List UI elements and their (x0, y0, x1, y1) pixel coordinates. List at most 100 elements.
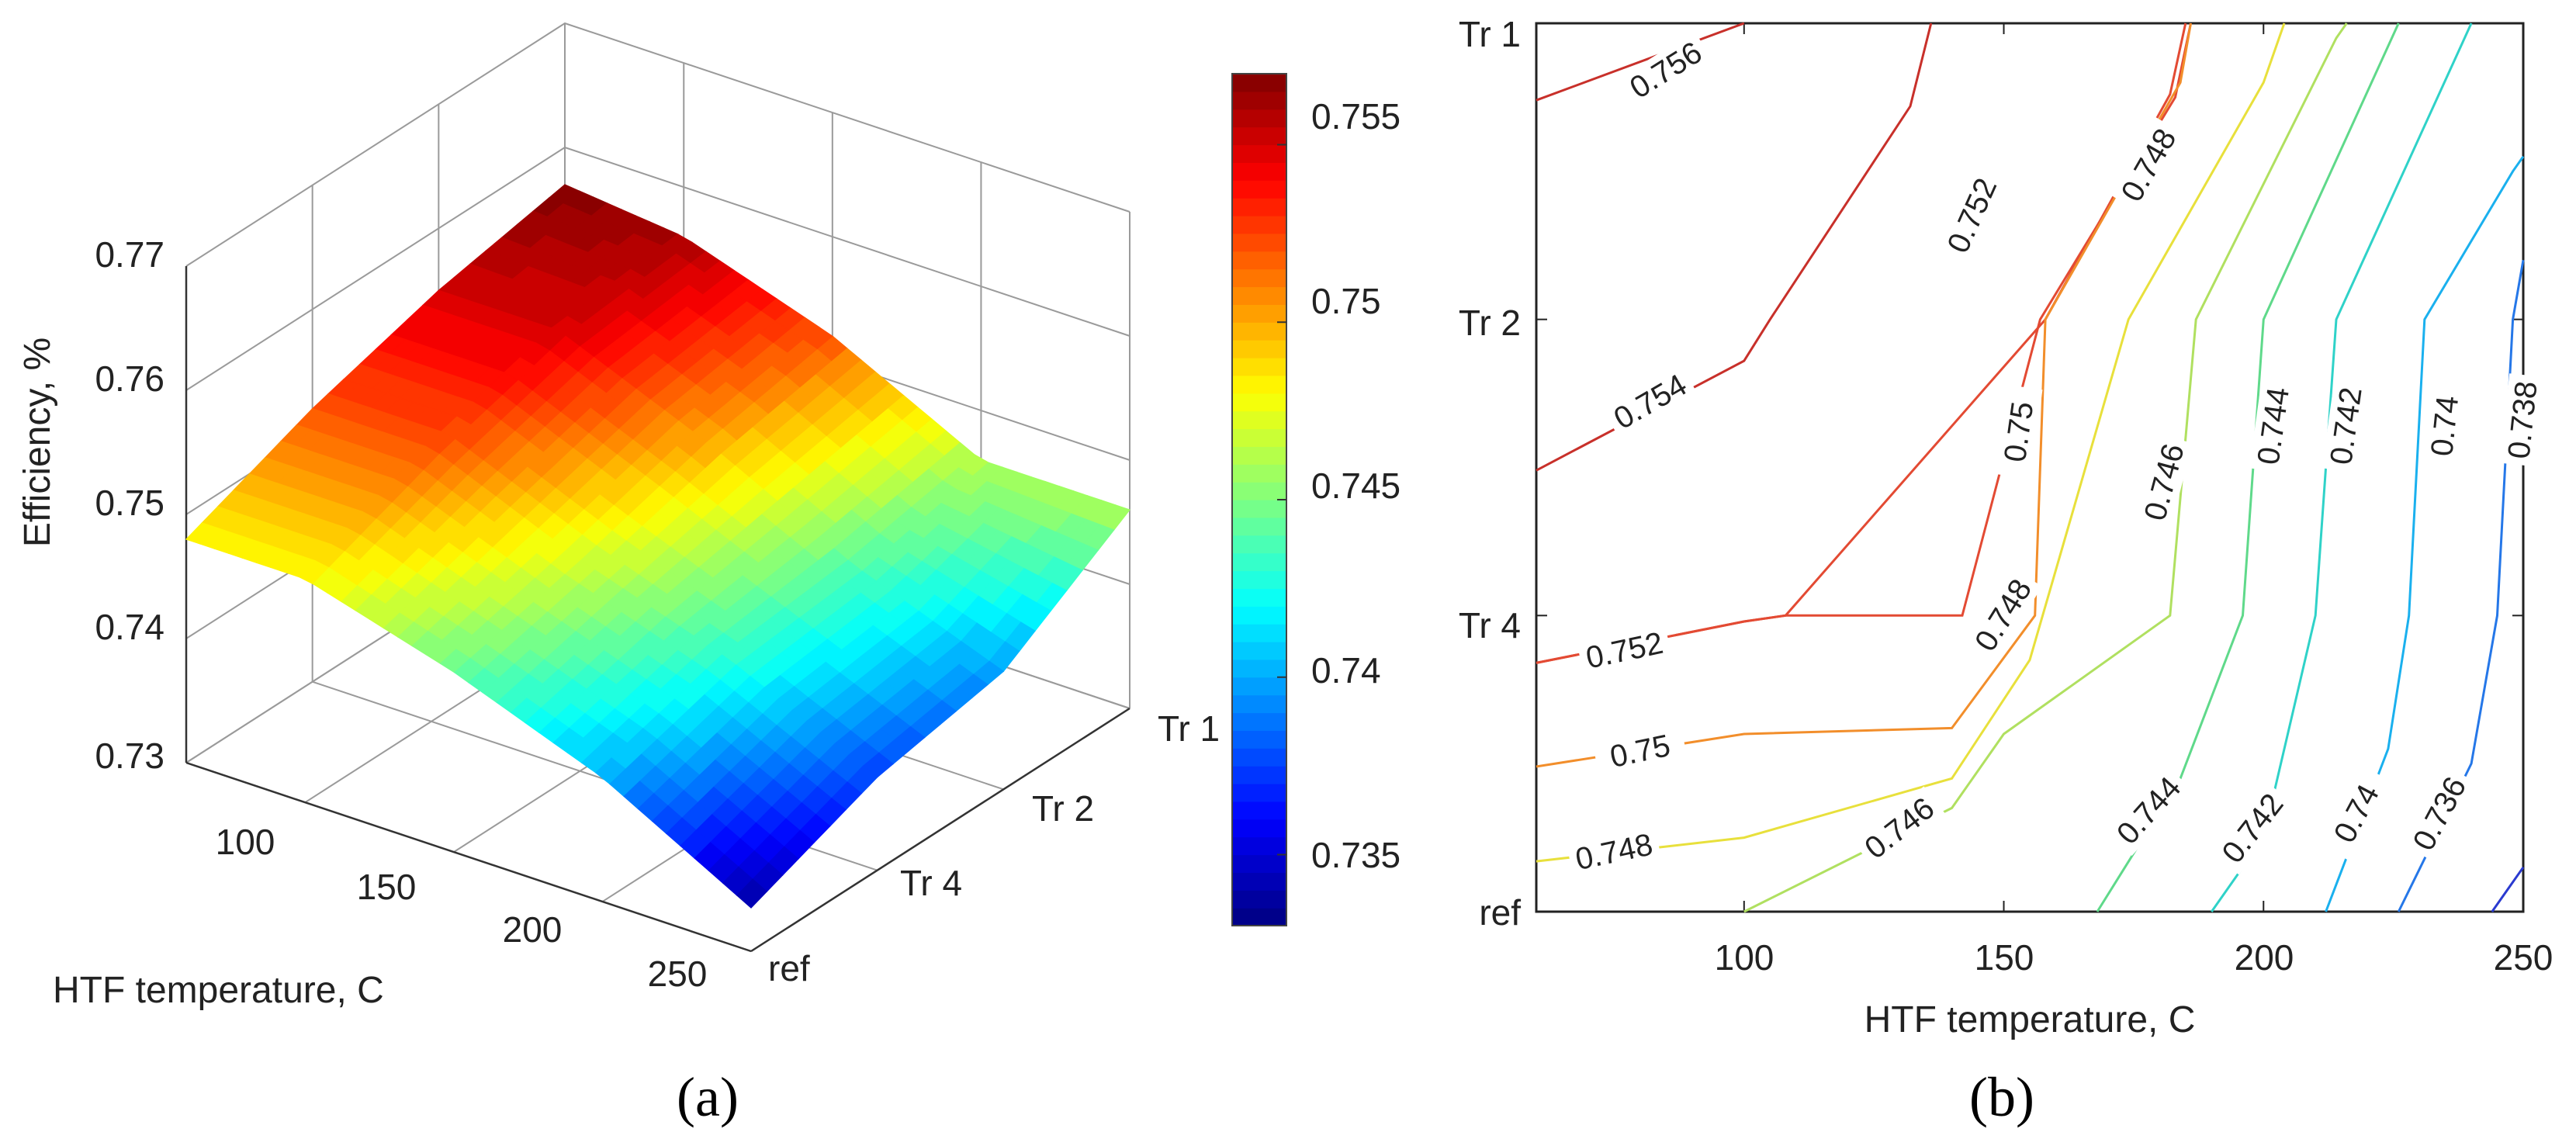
colorbar-tick-label: 0.755 (1311, 96, 1401, 137)
colorbar-tick-label: 0.74 (1311, 650, 1381, 691)
contour-label-bg (1964, 567, 2042, 663)
x-tick-label: 150 (1975, 937, 2034, 978)
colorbar-band (1232, 854, 1286, 873)
colorbar-band (1232, 162, 1286, 181)
colorbar-band (1232, 606, 1286, 625)
z-tick-label: 0.76 (95, 358, 164, 399)
colorbar-band (1232, 74, 1286, 92)
y-tick-label: Tr 2 (1459, 303, 1521, 343)
colorbar-band (1232, 144, 1286, 163)
z-tick-label: 0.74 (95, 607, 164, 647)
colorbar-band (1232, 819, 1286, 838)
x-tick-label: 250 (2494, 937, 2553, 978)
colorbar-band (1232, 588, 1286, 607)
contour-line-0.736 (2491, 866, 2525, 912)
contour-label: 0.752 (1577, 623, 1673, 677)
contour-line-0.746 (1743, 23, 2348, 913)
colorbar-band (1232, 552, 1286, 572)
contour-plot-panel: 0.7560.7540.7520.7520.750.750.7480.7480.… (1459, 14, 2553, 1128)
colorbar-band (1232, 393, 1286, 412)
colorbar-band (1232, 91, 1286, 110)
colorbar-band (1232, 730, 1286, 749)
contour-label-bg (1602, 363, 1698, 440)
contour-line-0.752 (1536, 23, 2187, 664)
surface-tick-labels: 0.73 0.74 0.75 0.76 0.77 100 150 200 250… (95, 234, 1220, 994)
colorbar-band (1232, 198, 1286, 216)
contour-label-bg (1592, 724, 1688, 778)
contour-label-text: 0.74 (2425, 394, 2465, 458)
colorbar-band (1232, 500, 1286, 518)
x-tick-label: 200 (503, 909, 563, 950)
colorbar-band (1232, 872, 1286, 891)
colorbar-band (1232, 694, 1286, 714)
colorbar-band (1232, 535, 1286, 554)
colorbar-tick-label: 0.735 (1311, 835, 1401, 875)
contour-label-text: 0.75 (1998, 400, 2040, 464)
colorbar-band (1232, 890, 1286, 909)
colorbar-bands (1231, 73, 1287, 926)
efficiency-surface (185, 184, 1130, 909)
x-axis-label: HTF temperature, C (53, 970, 384, 1011)
colorbar-band (1232, 801, 1286, 820)
colorbar-band (1232, 642, 1286, 660)
contour-label-bg (2319, 765, 2394, 862)
y-tick-label: Tr 4 (1459, 605, 1521, 646)
colorbar-band (1232, 748, 1286, 767)
y-tick-label: Tr 1 (1158, 708, 1220, 749)
y-tick-label: Tr 1 (1459, 14, 1521, 54)
colorbar-band (1232, 233, 1286, 252)
colorbar-band (1232, 570, 1286, 589)
colorbar-band (1232, 340, 1286, 358)
contour-label-text: 0.738 (2502, 379, 2543, 460)
contour-label-bg (2500, 373, 2545, 467)
x-tick-label: 100 (1715, 937, 1774, 978)
colorbar-band (1232, 908, 1286, 926)
colorbar-band (1232, 446, 1286, 465)
y-tick-label: ref (768, 948, 810, 988)
colorbar-band (1232, 375, 1286, 394)
colorbar-band (1232, 358, 1286, 376)
colorbar-band (1232, 677, 1286, 696)
colorbar-band (1232, 304, 1286, 323)
contour-label-bg (1937, 167, 2007, 265)
colorbar-band (1232, 268, 1286, 288)
x-tick-label: 150 (357, 867, 417, 907)
contour-line-0.75 (1536, 23, 2192, 768)
contour-label-bg (1566, 825, 1662, 879)
colorbar-ticks (1277, 144, 1286, 856)
colorbar-band (1232, 126, 1286, 146)
contour-label-bg (2422, 379, 2467, 473)
colorbar-band (1232, 428, 1286, 447)
contour-label-bg (2110, 116, 2187, 213)
colorbar-band (1232, 251, 1286, 270)
contour-line-0.748 (1536, 23, 2286, 863)
y-tick-label: Tr 4 (900, 863, 962, 903)
contour-label-bg (1853, 786, 1946, 871)
contour-label-bg (1618, 31, 1714, 109)
contour-label-bg (2322, 379, 2370, 473)
colorbar: 0.735 0.74 0.745 0.75 0.755 (1231, 73, 1401, 926)
x-axis-label: HTF temperature, C (1864, 999, 2196, 1040)
x-tick-label: 200 (2235, 937, 2294, 978)
surface-patch (736, 878, 768, 909)
contour-label: 0.74 (2422, 379, 2467, 473)
surface-plot-panel: 0.73 0.74 0.75 0.76 0.77 100 150 200 250… (17, 22, 1401, 1128)
colorbar-tick-label: 0.745 (1311, 466, 1401, 506)
colorbar-band (1232, 517, 1286, 536)
colorbar-band (1232, 286, 1286, 305)
colorbar-band (1232, 836, 1286, 856)
colorbar-band (1232, 109, 1286, 128)
colorbar-band (1232, 766, 1286, 784)
z-tick-label: 0.77 (95, 234, 164, 275)
contour-label-bg (1994, 384, 2043, 479)
colorbar-band (1232, 216, 1286, 234)
contour-label-bg (2135, 434, 2193, 531)
x-axis-line (185, 761, 752, 953)
contour-label-bg (2249, 379, 2297, 473)
contour-tick-marks (1536, 23, 2524, 912)
z-axis-label: Efficiency, % (17, 338, 58, 547)
colorbar-band (1232, 464, 1286, 483)
y-axis-line (750, 707, 1130, 953)
contour-label-bg (1577, 623, 1673, 677)
